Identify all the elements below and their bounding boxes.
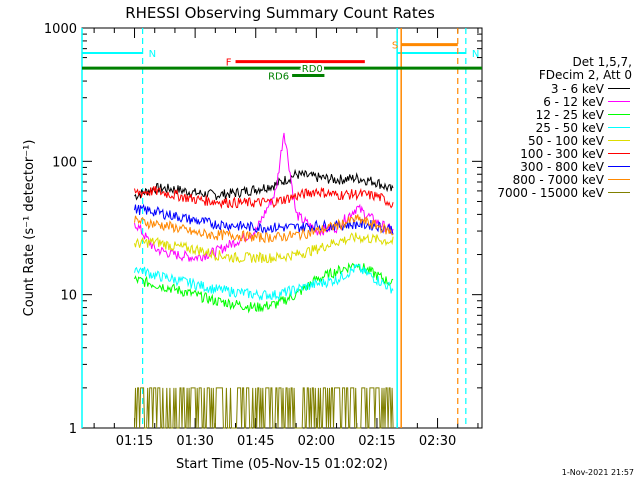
annotation-label-1: N	[472, 49, 479, 60]
footer-timestamp: 1-Nov-2021 21:57	[561, 468, 634, 477]
legend-swatch	[608, 166, 630, 167]
legend-entry-7: 800 - 7000 keV	[482, 173, 632, 187]
legend-label: 7000 - 15000 keV	[497, 186, 604, 200]
plot-area: 1 10 100 1000 01:15 01:30 01:45 02:00 02:15 02:30…	[44, 22, 483, 449]
legend-label: 3 - 6 keV	[550, 82, 604, 96]
y-tick-label-3: 1000	[44, 22, 77, 37]
y-tick-label-1: 10	[60, 289, 77, 304]
series-line-2	[134, 262, 394, 314]
legend-swatch	[608, 140, 630, 141]
legend-swatch	[608, 114, 630, 115]
x-tick-label-5: 02:30	[419, 434, 456, 449]
legend-decimation: FDecim 2, Att 0	[538, 68, 632, 82]
legend-detectors: Det 1,5,7,	[572, 55, 633, 69]
x-tick-label-2: 01:45	[237, 434, 274, 449]
legend-label: 12 - 25 keV	[535, 108, 604, 122]
series-line-1	[134, 132, 394, 263]
series-line-8	[134, 387, 394, 429]
series-line-5	[134, 186, 394, 210]
legend-entry-8: 7000 - 15000 keV	[482, 186, 632, 200]
series-line-7	[134, 214, 394, 244]
legend-entry-3: 25 - 50 keV	[482, 121, 632, 135]
x-axis-label: Start Time (05-Nov-15 01:02:02)	[176, 457, 388, 472]
legend: Det 1,5,7, FDecim 2, Att 0 3 - 6 keV 6 - …	[482, 55, 633, 201]
y-tick-label-2: 100	[52, 155, 77, 170]
chart-title: RHESSI Observing Summary Count Rates	[125, 4, 435, 22]
legend-label: 50 - 100 keV	[527, 134, 604, 148]
legend-label: 800 - 7000 keV	[512, 173, 604, 187]
legend-label: 25 - 50 keV	[535, 121, 604, 135]
annotation-label-0: N	[149, 49, 156, 60]
legend-entry-5: 100 - 300 keV	[482, 147, 632, 161]
x-tick-label-3: 02:00	[298, 434, 335, 449]
annotation-label-2: S	[392, 41, 398, 52]
legend-swatch	[608, 192, 630, 193]
annotation-label-3: F	[226, 58, 232, 69]
x-tick-label-0: 01:15	[116, 434, 153, 449]
series-line-4	[134, 232, 394, 264]
series-line-3	[134, 263, 394, 301]
y-axis-label: Count Rate (s⁻¹ detector⁻¹)	[22, 140, 37, 317]
legend-entry-4: 50 - 100 keV	[482, 134, 632, 148]
legend-entry-2: 12 - 25 keV	[482, 108, 632, 122]
x-tick-label-1: 01:30	[176, 434, 213, 449]
legend-swatch	[608, 153, 630, 154]
annotation-label-5: RD6	[268, 72, 289, 83]
legend-label: 100 - 300 keV	[520, 147, 604, 161]
x-tick-label-4: 02:15	[358, 434, 395, 449]
annotation-label-4: RD0	[302, 64, 323, 75]
legend-label: 300 - 800 keV	[520, 160, 604, 174]
legend-swatch	[608, 127, 630, 128]
series-line-0	[134, 168, 394, 201]
legend-entry-0: 3 - 6 keV	[482, 82, 632, 96]
legend-swatch	[608, 101, 630, 102]
legend-entry-6: 300 - 800 keV	[482, 160, 632, 174]
legend-swatch	[608, 88, 630, 89]
y-tick-label-0: 1	[69, 422, 77, 437]
legend-swatch	[608, 179, 630, 180]
legend-label: 6 - 12 keV	[543, 95, 604, 109]
legend-entry-1: 6 - 12 keV	[482, 95, 632, 109]
